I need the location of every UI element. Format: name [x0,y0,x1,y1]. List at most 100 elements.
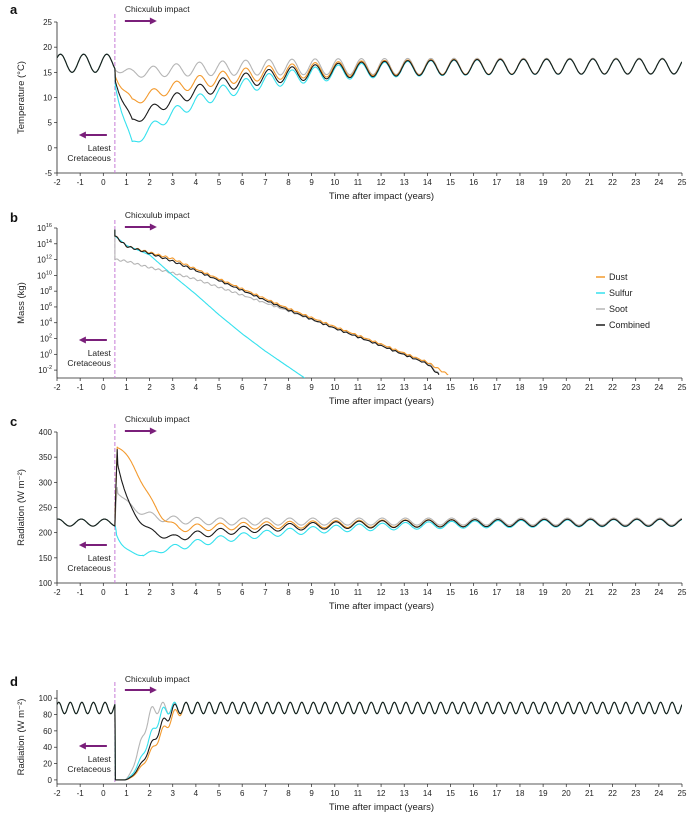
x-tick-label: 25 [678,588,687,597]
x-tick-label: 8 [286,383,291,392]
y-tick-label: 10 [43,94,52,103]
y-tick-label: 102 [40,334,52,344]
x-tick-label: 21 [585,789,594,798]
x-tick-label: 18 [516,383,525,392]
x-tick-label: -2 [53,383,61,392]
x-tick-label: 2 [147,789,152,798]
x-tick-label: 3 [171,383,176,392]
x-tick-label: -2 [53,178,61,187]
y-tick-label: 250 [39,504,53,513]
y-tick-label: 100 [40,349,52,359]
y-tick-label: 300 [39,478,53,487]
x-tick-label: 17 [492,588,501,597]
legend-label-combined: Combined [609,320,650,330]
x-tick-label: 13 [400,383,409,392]
x-tick-label: 23 [631,789,640,798]
x-tick-label: 5 [217,588,222,597]
legend-label-sulfur: Sulfur [609,288,633,298]
x-tick-label: 21 [585,178,594,187]
y-axis-label: Radiation (W m⁻²) [16,699,27,776]
impact-arrowhead [149,686,157,694]
x-tick-label: 4 [194,588,199,597]
x-tick-label: 21 [585,588,594,597]
y-tick-label: 1016 [37,223,52,233]
x-tick-label: 7 [263,789,268,798]
x-tick-label: 9 [309,383,314,392]
x-tick-label: 23 [631,588,640,597]
x-tick-label: 14 [423,789,432,798]
x-tick-label: 20 [562,178,571,187]
x-tick-label: 2 [147,383,152,392]
x-tick-label: 25 [678,789,687,798]
series-group [57,446,682,557]
x-tick-label: 13 [400,178,409,187]
panel-letter: c [10,414,17,429]
x-axis-label: Time after impact (years) [329,396,434,407]
y-tick-label: 350 [39,453,53,462]
series-line-combined [114,229,440,376]
x-tick-label: 5 [217,383,222,392]
y-axis-label: Radiation (W m⁻²) [16,469,27,546]
series-group [114,229,449,378]
cretaceous-label-line1: Latest [88,348,112,358]
series-line-soot [114,229,440,375]
x-tick-label: 15 [446,588,455,597]
x-tick-label: 17 [492,383,501,392]
x-tick-label: 0 [101,178,106,187]
x-tick-label: 8 [286,178,291,187]
x-tick-label: 12 [377,789,386,798]
x-tick-label: 22 [608,383,617,392]
series-line-soot [57,701,682,781]
cretaceous-arrowhead [78,131,86,139]
y-tick-label: 1012 [37,255,52,265]
x-axis-label: Time after impact (years) [329,601,434,612]
series-line-soot [57,486,682,527]
x-axis-label: Time after impact (years) [329,802,434,813]
impact-label: Chicxulub impact [125,674,190,684]
x-tick-label: 7 [263,588,268,597]
legend-label-dust: Dust [609,272,628,282]
x-tick-label: 12 [377,588,386,597]
x-tick-label: 15 [446,383,455,392]
impact-label: Chicxulub impact [125,414,190,424]
x-tick-label: 7 [263,178,268,187]
panel-letter: b [10,210,18,225]
x-tick-label: 5 [217,178,222,187]
x-tick-label: 19 [539,588,548,597]
x-tick-label: 1 [124,178,129,187]
y-tick-label: 1010 [37,270,52,280]
series-line-dust [57,53,682,104]
x-tick-label: -1 [77,789,85,798]
y-tick-label: -5 [45,169,53,178]
x-tick-label: 0 [101,789,106,798]
x-tick-label: 17 [492,789,501,798]
x-tick-label: 19 [539,178,548,187]
y-tick-label: 25 [43,18,52,27]
x-tick-label: 19 [539,383,548,392]
x-tick-label: 24 [654,588,663,597]
series-group [57,701,682,781]
x-tick-label: 4 [194,178,199,187]
x-tick-label: 17 [492,178,501,187]
y-tick-label: 104 [40,318,52,328]
x-tick-label: 4 [194,383,199,392]
x-tick-label: 8 [286,789,291,798]
x-tick-label: 5 [217,789,222,798]
x-tick-label: 2 [147,588,152,597]
x-tick-label: -1 [77,383,85,392]
x-tick-label: 23 [631,178,640,187]
impact-label: Chicxulub impact [125,4,190,14]
y-tick-label: 108 [40,286,52,296]
x-tick-label: 8 [286,588,291,597]
legend-label-soot: Soot [609,304,628,314]
x-tick-label: 11 [354,588,363,597]
x-tick-label: 10 [330,178,339,187]
x-tick-label: 14 [423,588,432,597]
x-tick-label: 14 [423,178,432,187]
y-axis-label: Temperature (°C) [16,61,27,134]
panel-d: d-2 -1 0 1 2 3 4 5 6 7 8 9 10 11 12 13 14 15 16 17 18 19 20 21 2… [10,674,687,813]
x-tick-label: -1 [77,588,85,597]
x-tick-label: 16 [469,178,478,187]
x-tick-label: 9 [309,789,314,798]
y-tick-label: 100 [39,694,53,703]
